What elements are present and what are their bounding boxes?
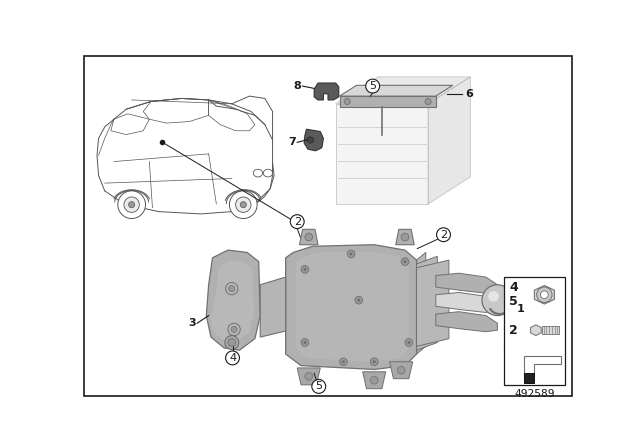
Circle shape: [340, 358, 348, 366]
Circle shape: [537, 287, 552, 302]
Polygon shape: [417, 260, 449, 346]
Text: 1: 1: [516, 304, 524, 314]
Polygon shape: [428, 77, 470, 204]
Polygon shape: [340, 96, 436, 107]
Circle shape: [541, 291, 548, 299]
Circle shape: [355, 296, 363, 304]
Circle shape: [307, 137, 314, 143]
Polygon shape: [336, 104, 428, 204]
Circle shape: [401, 258, 409, 266]
Text: 4: 4: [509, 281, 518, 294]
Polygon shape: [436, 273, 497, 293]
Circle shape: [301, 339, 308, 346]
Circle shape: [225, 351, 239, 365]
Circle shape: [231, 326, 237, 332]
Circle shape: [225, 282, 238, 295]
Circle shape: [407, 341, 410, 344]
Circle shape: [344, 99, 350, 104]
Circle shape: [371, 376, 378, 384]
Polygon shape: [524, 356, 561, 377]
Circle shape: [118, 191, 145, 219]
Circle shape: [372, 360, 376, 363]
Circle shape: [348, 250, 355, 258]
Circle shape: [236, 197, 251, 212]
Circle shape: [349, 252, 353, 255]
Polygon shape: [285, 245, 417, 370]
Circle shape: [405, 339, 413, 346]
Polygon shape: [390, 362, 413, 379]
Polygon shape: [314, 83, 339, 100]
Text: 8: 8: [293, 81, 301, 91]
Circle shape: [230, 191, 257, 219]
Polygon shape: [296, 252, 409, 362]
Polygon shape: [531, 325, 541, 336]
Circle shape: [129, 202, 135, 208]
Circle shape: [305, 233, 312, 241]
Circle shape: [397, 366, 405, 374]
Polygon shape: [340, 85, 452, 96]
Circle shape: [228, 323, 240, 336]
Circle shape: [401, 233, 409, 241]
Polygon shape: [300, 229, 318, 245]
Polygon shape: [417, 256, 437, 350]
Circle shape: [365, 79, 380, 93]
Polygon shape: [417, 252, 426, 354]
Circle shape: [228, 339, 236, 346]
Bar: [542, 326, 559, 334]
Text: 5: 5: [369, 81, 376, 91]
Ellipse shape: [263, 169, 273, 177]
Circle shape: [124, 197, 140, 212]
Circle shape: [305, 373, 312, 380]
Text: 6: 6: [465, 89, 473, 99]
Text: 2: 2: [509, 324, 518, 337]
Circle shape: [303, 268, 307, 271]
Circle shape: [357, 299, 360, 302]
Circle shape: [436, 228, 451, 241]
Circle shape: [342, 360, 345, 363]
Polygon shape: [211, 260, 254, 342]
Circle shape: [240, 202, 246, 208]
Circle shape: [301, 266, 308, 273]
Text: 4: 4: [229, 353, 236, 363]
Circle shape: [403, 260, 406, 263]
Polygon shape: [436, 312, 497, 332]
Text: 2: 2: [294, 217, 301, 227]
Bar: [351, 94, 367, 100]
Text: 5: 5: [509, 295, 518, 308]
Circle shape: [303, 341, 307, 344]
Circle shape: [225, 336, 239, 349]
Circle shape: [425, 99, 431, 104]
Circle shape: [291, 215, 304, 228]
Polygon shape: [363, 372, 386, 389]
Circle shape: [482, 285, 513, 315]
Ellipse shape: [253, 169, 262, 177]
Text: 5: 5: [316, 381, 323, 392]
Text: 3: 3: [188, 318, 196, 328]
Text: 492589: 492589: [514, 389, 555, 399]
Bar: [382, 94, 397, 100]
Polygon shape: [297, 368, 320, 385]
Circle shape: [488, 291, 499, 302]
Polygon shape: [436, 293, 497, 313]
Polygon shape: [396, 229, 414, 245]
Circle shape: [228, 285, 235, 292]
Polygon shape: [534, 285, 554, 304]
Polygon shape: [260, 277, 285, 337]
Polygon shape: [206, 250, 260, 350]
Bar: [504, 277, 565, 385]
Polygon shape: [524, 373, 534, 383]
Polygon shape: [304, 129, 323, 151]
Circle shape: [371, 358, 378, 366]
Text: 7: 7: [288, 137, 296, 147]
Polygon shape: [336, 77, 470, 104]
Text: 2: 2: [440, 230, 447, 240]
Circle shape: [312, 379, 326, 393]
